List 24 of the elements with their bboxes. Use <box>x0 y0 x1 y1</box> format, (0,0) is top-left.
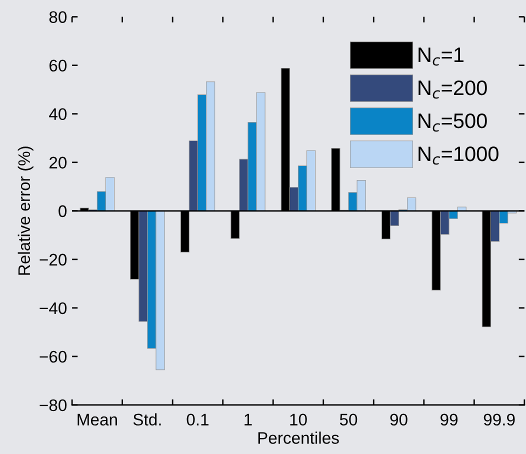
y-tick-label: −40 <box>40 302 67 314</box>
x-tick-label: 99 <box>440 414 458 426</box>
legend-label: N$_{c}$=1 <box>418 48 464 66</box>
x-tick-label: 50 <box>340 414 358 426</box>
y-tick-label: 60 <box>50 60 67 72</box>
x-tick-label: 1 <box>244 414 252 426</box>
x-axis-title: Percentiles <box>258 432 339 444</box>
legend-label: N$_{c}$=1000 <box>418 146 498 165</box>
x-tick-label: 90 <box>390 414 408 426</box>
legend-label: N$_{c}$=200 <box>418 80 487 99</box>
x-tick-label: Mean <box>78 414 117 426</box>
y-tick-label: −20 <box>40 254 67 266</box>
y-tick-label: 20 <box>50 156 67 169</box>
y-tick-label: 80 <box>49 11 67 23</box>
x-tick-label: Std. <box>133 413 161 426</box>
legend-label: N$_{c}$=500 <box>418 113 487 132</box>
y-tick-label: 40 <box>49 108 67 120</box>
y-tick-label: −60 <box>40 350 67 363</box>
x-tick-label: 10 <box>290 414 307 426</box>
x-tick-label: 99.9 <box>484 414 515 426</box>
x-tick-label: 0.1 <box>186 414 208 426</box>
y-axis-title: Relative error (%) <box>18 146 34 275</box>
y-tick-label: −80 <box>40 399 67 412</box>
y-tick-label: 0 <box>58 205 67 218</box>
